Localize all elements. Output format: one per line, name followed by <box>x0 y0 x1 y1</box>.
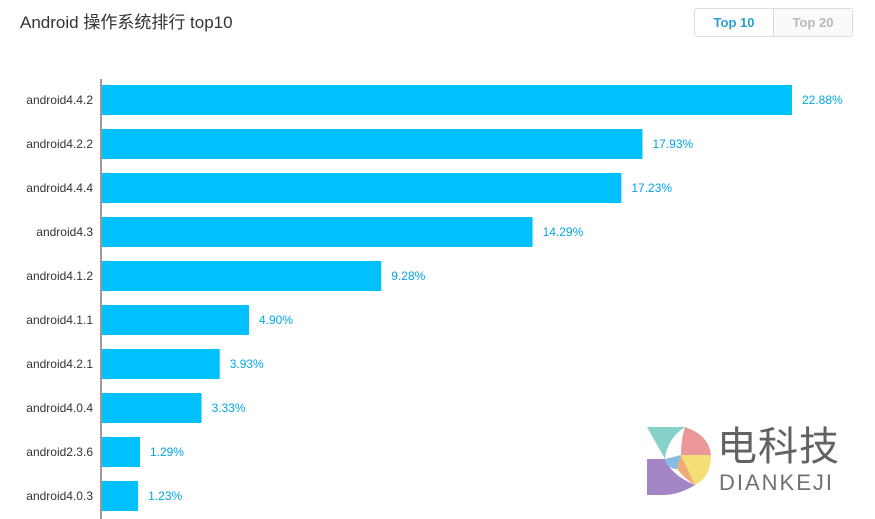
bar-value-label: 22.88% <box>802 93 843 107</box>
logo-english-text: DIANKEJI <box>719 470 835 495</box>
bar-value-label: 1.23% <box>148 489 182 503</box>
y-tick-label: android4.0.4 <box>26 401 93 415</box>
bar-android4.2.2[interactable] <box>102 129 643 159</box>
tab-top-10[interactable]: Top 10 <box>713 15 755 30</box>
dianjeji-watermark-logo: 电科技 DIANKEJI <box>645 425 865 500</box>
y-tick-label: android4.4.4 <box>26 181 93 195</box>
y-tick-label: android4.4.2 <box>26 93 93 107</box>
logo-chinese-text: 电科技 <box>717 424 840 470</box>
y-tick-label: android4.1.2 <box>26 269 93 283</box>
bar-android4.4.4[interactable] <box>102 173 622 203</box>
bar-value-label: 14.29% <box>543 225 584 239</box>
y-tick-label: android4.2.2 <box>26 137 93 151</box>
bar-android4.1.2[interactable] <box>102 261 382 291</box>
page-title: Android 操作系统排行 top10 <box>20 13 233 32</box>
bar-android4.1.1[interactable] <box>102 305 249 335</box>
bar-value-label: 1.29% <box>150 445 184 459</box>
logo-mark-icon <box>647 427 711 495</box>
bar-android2.3.6[interactable] <box>102 437 140 467</box>
bar-value-label: 17.93% <box>653 137 694 151</box>
bar-value-label: 4.90% <box>259 313 293 327</box>
bar-android4.0.3[interactable] <box>102 481 139 511</box>
bar-value-label: 17.23% <box>631 181 672 195</box>
y-tick-label: android2.3.6 <box>26 445 93 459</box>
y-tick-label: android4.1.1 <box>26 313 93 327</box>
bar-android4.3[interactable] <box>102 217 533 247</box>
y-tick-label: android4.3 <box>36 225 93 239</box>
bar-value-label: 3.33% <box>212 401 246 415</box>
bar-android4.0.4[interactable] <box>102 393 202 423</box>
bar-android4.4.2[interactable] <box>102 85 792 115</box>
tab-top-20[interactable]: Top 20 <box>773 9 852 36</box>
top-n-tab-group: Top 10 Top 20 <box>694 8 853 37</box>
bar-value-label: 3.93% <box>230 357 264 371</box>
y-tick-label: android4.2.1 <box>26 357 93 371</box>
bar-value-label: 9.28% <box>391 269 425 283</box>
y-tick-label: android4.0.3 <box>26 489 93 503</box>
bar-android4.2.1[interactable] <box>102 349 220 379</box>
